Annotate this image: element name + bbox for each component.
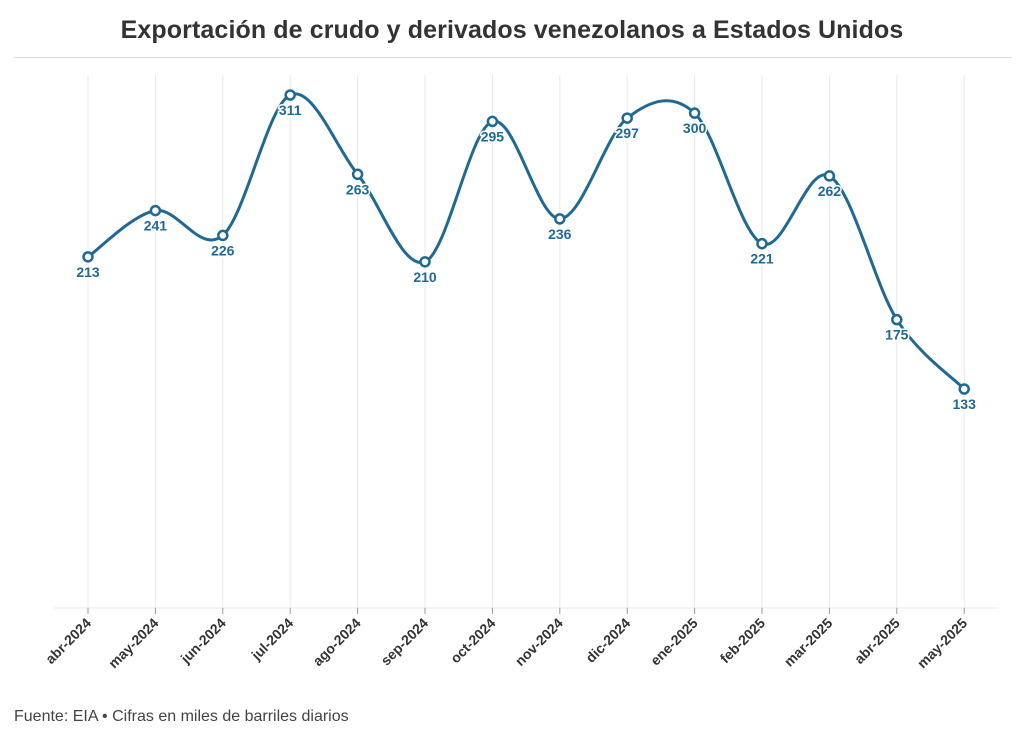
data-label: 226 [211,242,235,258]
data-label: 213 [76,264,100,280]
source-note: Fuente: EIA • Cifras en miles de barrile… [14,708,349,725]
data-point [217,229,229,242]
data-point [351,168,364,181]
data-label: 297 [616,125,640,141]
data-point [891,313,903,326]
data-label: 262 [818,183,842,199]
x-tick-label: may-2024 [105,615,162,672]
data-point [823,170,836,182]
x-tick-label: abr-2024 [42,615,94,667]
x-tick-label: nov-2024 [512,615,566,669]
data-point [82,251,94,263]
x-tick-label: abr-2025 [851,615,903,667]
data-label: 236 [548,226,572,242]
data-point [149,204,162,217]
chart-title: Exportación de crudo y derivados venezol… [120,16,904,44]
data-points [82,89,970,395]
gridlines [87,75,965,608]
data-label: 300 [683,120,707,136]
x-axis: abr-2024 may-2024 jun-2024 jul-2024 ago-2024… [42,607,998,672]
x-tick-label: jun-2024 [177,615,229,667]
data-point [958,383,970,395]
data-label: 263 [346,181,370,197]
data-point [688,107,701,119]
data-label: 175 [885,327,909,343]
data-point [419,256,431,268]
data-labels: 213 241 226 311 263 210 295 236 297 300 221 262 175 1… [75,101,978,414]
data-label: 221 [750,251,774,267]
x-tick-label: jul-2024 [247,615,296,664]
x-tick-label: ago-2024 [309,615,363,669]
x-tick-label: may-2025 [914,615,971,672]
x-tick-label: feb-2025 [717,615,769,667]
data-label: 311 [279,102,302,118]
x-tick-label: mar-2025 [781,615,836,670]
x-tick-label: dic-2024 [582,615,633,666]
series-line [86,92,966,391]
data-point [486,115,499,128]
x-tick-label: ene-2025 [647,615,701,669]
data-label: 210 [413,269,437,285]
data-point [621,112,633,124]
data-point [756,237,768,250]
data-label: 241 [144,218,168,234]
data-label: 133 [953,396,977,412]
data-label: 295 [481,128,505,144]
data-point [554,213,566,225]
series-line-layer [86,92,966,391]
title-divider [14,57,1012,58]
data-point [284,89,296,101]
x-tick-label: oct-2024 [447,615,499,667]
x-tick-label: sep-2024 [377,615,431,669]
